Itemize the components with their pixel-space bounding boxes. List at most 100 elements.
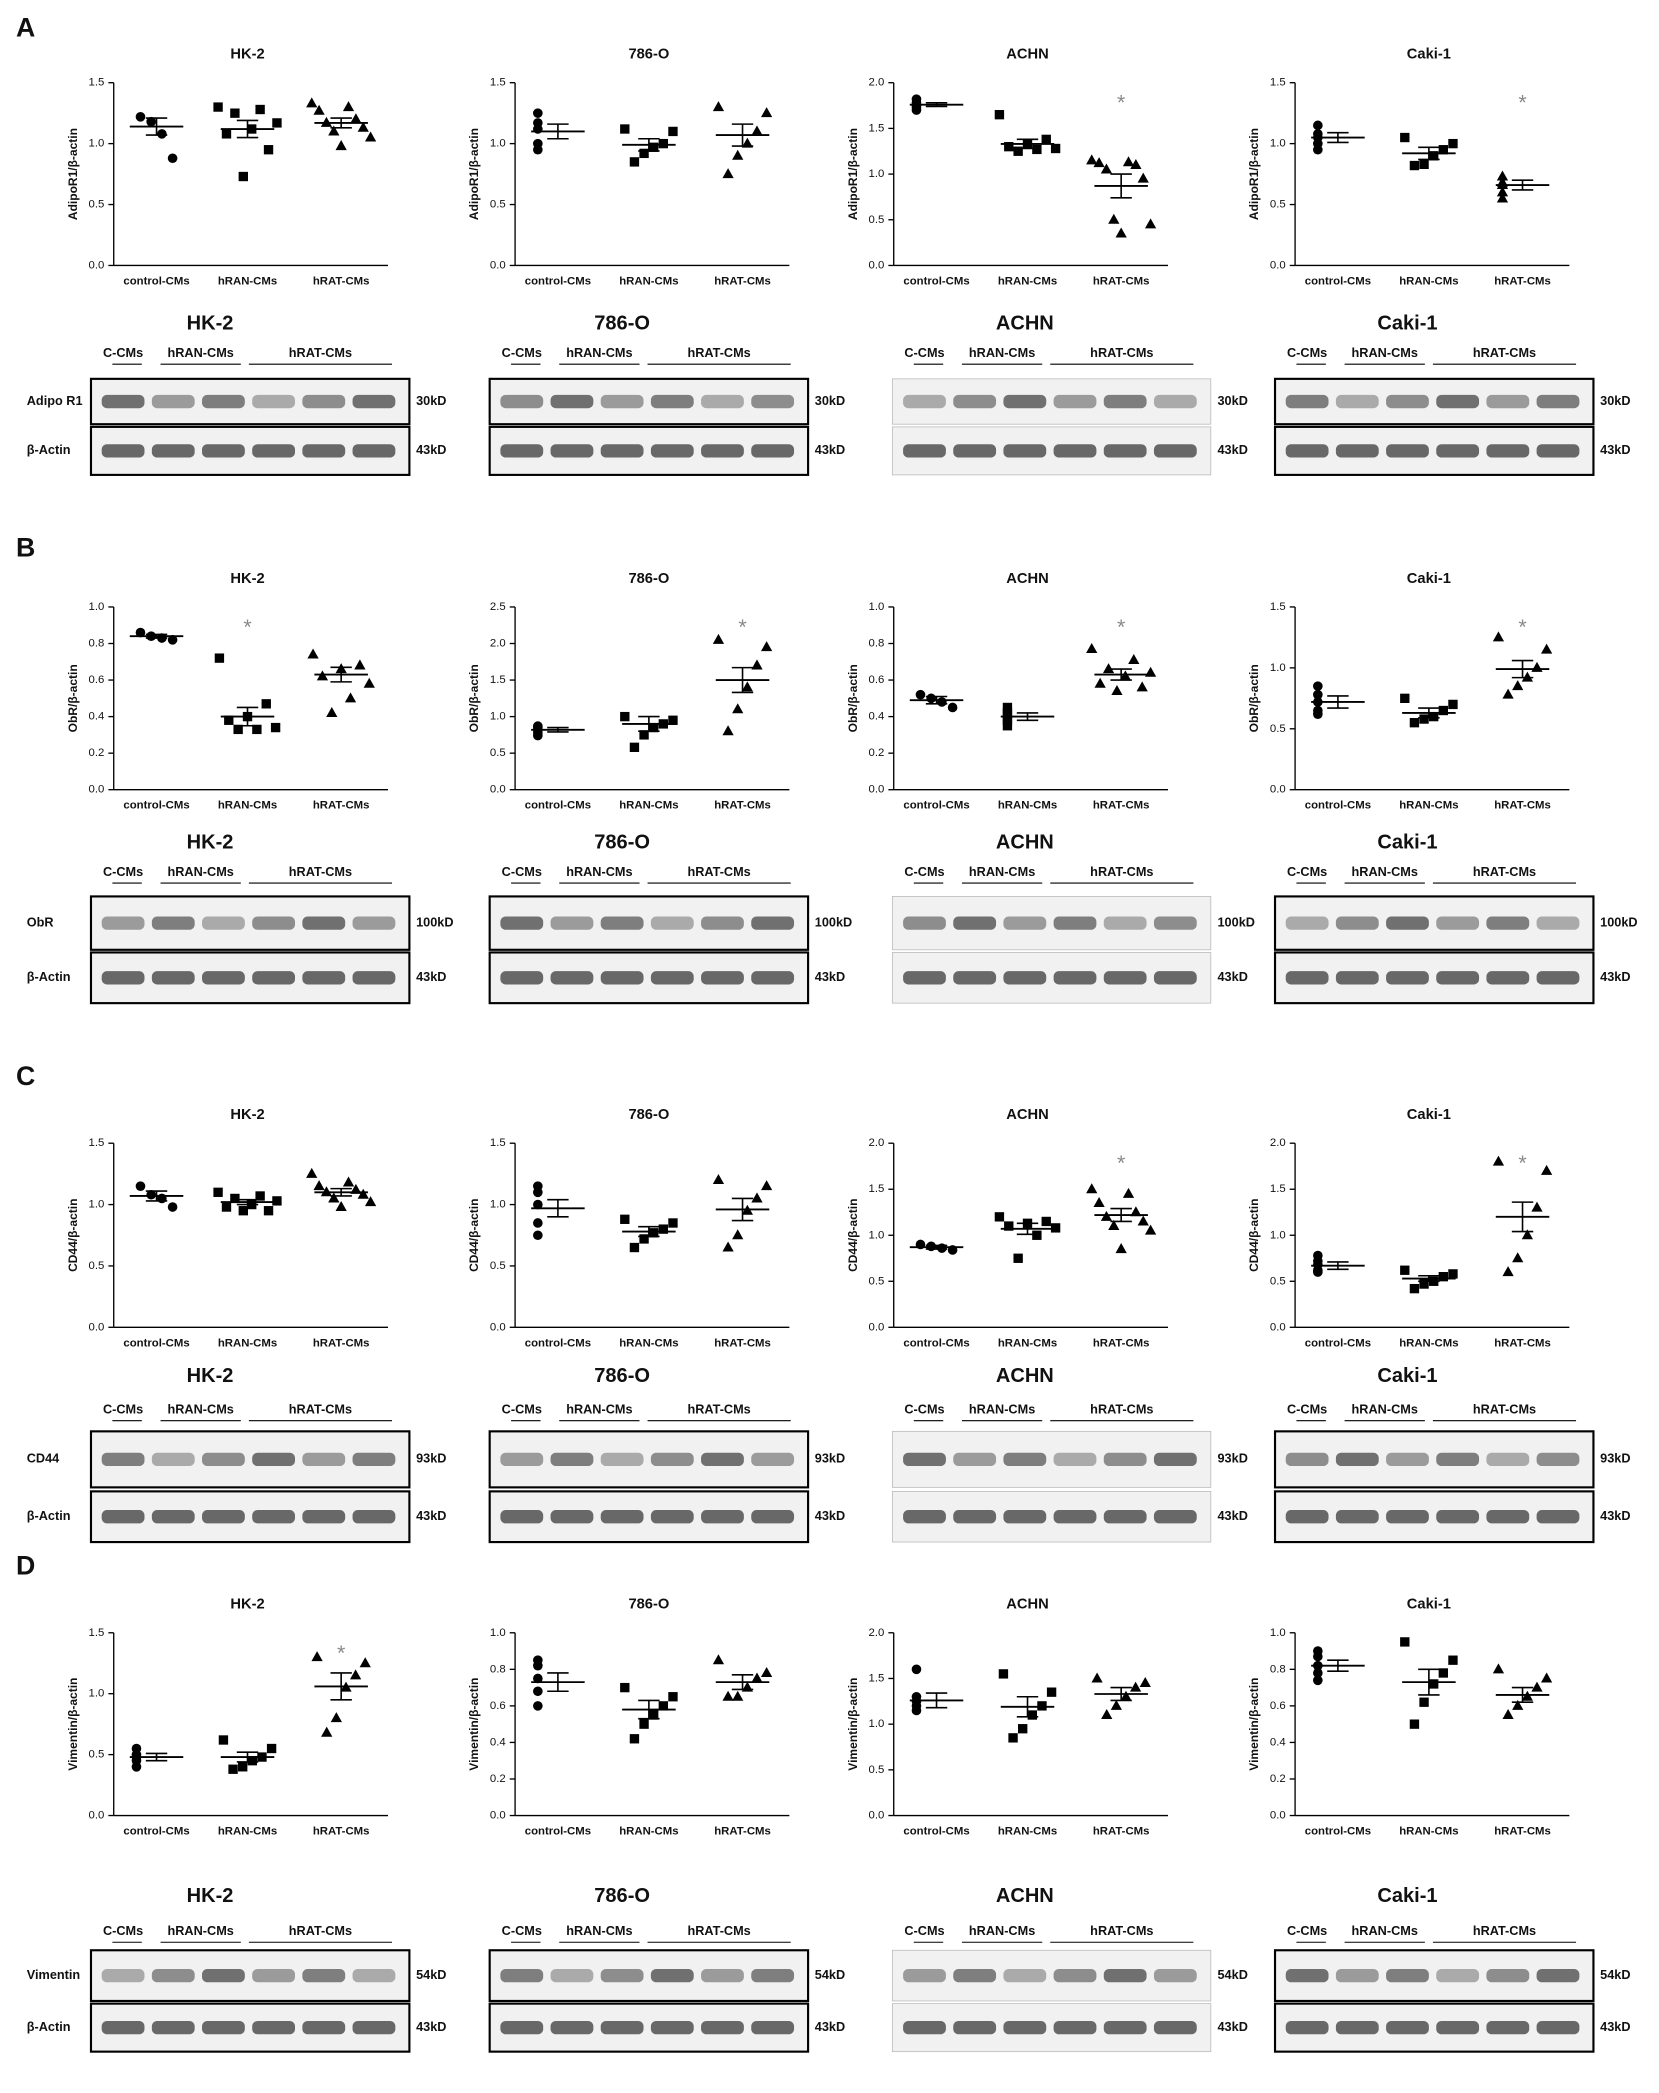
y-tick-label: 1.5 [869, 1183, 885, 1195]
blot-band [1335, 394, 1379, 409]
size-label: 30kD [1217, 394, 1247, 408]
blot-band [500, 1968, 544, 1983]
data-point [335, 140, 347, 151]
blot-band [352, 444, 396, 458]
data-point [1041, 134, 1051, 145]
blot-band [1536, 1510, 1580, 1524]
group-label: C-CMs [1287, 346, 1327, 360]
blot-band [1486, 394, 1530, 409]
blot-band [151, 916, 195, 930]
blot-band [1285, 2020, 1329, 2035]
data-point [157, 129, 167, 139]
data-point [732, 1690, 744, 1701]
chart-title: HK-2 [230, 1107, 264, 1123]
blot-band [1335, 1968, 1379, 1983]
data-point [1496, 192, 1509, 203]
data-point [1521, 1229, 1533, 1240]
x-tick-label: hRAN-CMs [1399, 800, 1458, 812]
x-tick-label: control-CMs [1305, 1337, 1371, 1349]
blot-band [352, 394, 396, 409]
y-tick-label: 1.5 [869, 122, 885, 134]
size-label: 43kD [1600, 970, 1630, 984]
blot-band [650, 1968, 694, 1983]
y-tick-label: 0.6 [869, 674, 885, 686]
data-point [1313, 1668, 1323, 1678]
y-axis-label: CD44/β-actin [1247, 1199, 1261, 1272]
data-point [639, 148, 649, 159]
data-point [1409, 160, 1420, 171]
blot-band [1153, 2020, 1197, 2035]
data-point [233, 724, 243, 735]
data-point [1137, 1215, 1149, 1226]
blot-band [1486, 1968, 1530, 1983]
blot-band [550, 2020, 594, 2035]
blot-title: HK-2 [187, 831, 234, 853]
blot-band [701, 1452, 744, 1467]
blot-title: Caki-1 [1377, 831, 1437, 853]
group-label: C-CMs [904, 1924, 944, 1938]
y-tick-label: 0.4 [869, 711, 885, 723]
data-point [760, 641, 773, 652]
x-tick-label: hRAN-CMs [619, 800, 678, 812]
blot-band [600, 916, 644, 930]
y-axis-label: ObR/β-actin [846, 664, 860, 732]
data-point [272, 118, 282, 128]
blot-band [953, 444, 997, 458]
group-label: C-CMs [103, 865, 143, 879]
data-point [658, 1224, 669, 1234]
x-tick-label: hRAT-CMs [1093, 1826, 1150, 1838]
y-axis-label: CD44/β-actin [846, 1199, 860, 1272]
blot-band [302, 1968, 346, 1983]
group-label: hRAN-CMs [1352, 1924, 1418, 1938]
data-point [313, 1180, 325, 1191]
data-point [649, 142, 659, 152]
data-point [1438, 1668, 1449, 1678]
x-tick-label: hRAN-CMs [1399, 1337, 1458, 1349]
chart-title: 786-O [628, 1107, 669, 1123]
data-point [911, 1664, 922, 1675]
data-point [1492, 631, 1505, 642]
blot-band [1536, 444, 1580, 458]
data-point [629, 1242, 640, 1253]
data-point [639, 1234, 649, 1244]
x-tick-label: control-CMs [903, 1337, 969, 1349]
blot-band [1436, 1510, 1480, 1524]
data-point [1002, 702, 1013, 713]
blot-band [953, 1510, 997, 1524]
x-tick-label: hRAN-CMs [619, 1826, 678, 1838]
y-tick-label: 2.0 [490, 638, 506, 650]
group-label: hRAT-CMs [687, 865, 750, 879]
data-point [668, 126, 678, 137]
blot-band [352, 2020, 396, 2035]
x-tick-label: hRAT-CMs [1093, 1337, 1150, 1349]
y-tick-label: 1.5 [1270, 77, 1286, 89]
y-tick-label: 0.8 [869, 638, 885, 650]
data-point [1540, 643, 1553, 654]
size-label: 93kD [416, 1452, 446, 1466]
panel-label: A [16, 12, 35, 42]
data-point [1400, 132, 1410, 143]
x-tick-label: hRAN-CMs [218, 1826, 277, 1838]
data-point [1122, 1187, 1135, 1198]
size-label: 100kD [815, 915, 852, 929]
data-point [1013, 146, 1023, 156]
data-point [1419, 1697, 1429, 1707]
size-label: 43kD [416, 970, 446, 984]
y-tick-label: 1.0 [869, 168, 885, 180]
blot-band [1003, 971, 1047, 985]
x-tick-label: hRAN-CMs [218, 800, 277, 812]
group-label: C-CMs [904, 346, 944, 360]
x-tick-label: control-CMs [1305, 1826, 1371, 1838]
y-tick-label: 0.5 [89, 1749, 105, 1761]
blot-band [1153, 444, 1197, 458]
blot-band [953, 394, 997, 409]
y-tick-label: 0.5 [869, 214, 885, 226]
significance-mark: * [1117, 615, 1125, 639]
group-label: C-CMs [1287, 1924, 1327, 1938]
blot-band [1536, 2020, 1580, 2035]
data-point [533, 1660, 543, 1671]
y-tick-label: 1.0 [89, 1199, 105, 1211]
data-point [230, 1193, 240, 1204]
y-tick-label: 1.0 [490, 1199, 506, 1211]
